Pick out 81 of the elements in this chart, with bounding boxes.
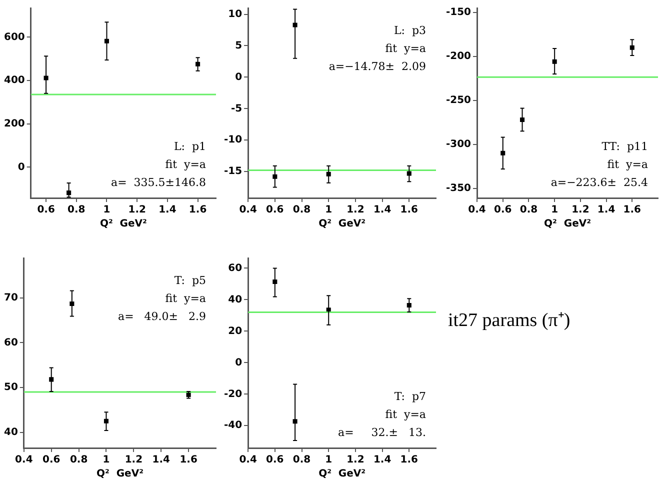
x-tick-label: 0.8 — [520, 204, 538, 216]
y-tick-label: -20 — [224, 388, 242, 400]
x-tick-label: 0.8 — [68, 204, 86, 216]
x-axis-title: Q² GeV² — [96, 468, 144, 480]
x-tick-label: 1.4 — [158, 204, 176, 216]
y-tick-label: -40 — [224, 420, 242, 432]
annotation: fit y=a — [607, 158, 648, 171]
x-axis-title: Q² GeV² — [318, 468, 366, 480]
annotation: T: p7 — [394, 390, 426, 403]
y-tick-label: -15 — [224, 166, 242, 178]
x-tick-label: 1.2 — [346, 204, 364, 216]
x-tick-label: 1.6 — [180, 454, 198, 466]
x-tick-label: 0.6 — [494, 204, 512, 216]
annotation: L: p1 — [174, 140, 206, 153]
y-tick-label: 50 — [4, 382, 18, 394]
x-axis-title: Q² GeV² — [100, 218, 147, 230]
annotation: a= 49.0± 2.9 — [118, 310, 206, 323]
y-tick-label: -5 — [230, 103, 242, 114]
x-tick-label: 0.8 — [70, 454, 88, 466]
x-tick-label: 1.4 — [597, 204, 616, 216]
x-tick-label: 0.6 — [266, 454, 284, 466]
x-tick-label: 1.2 — [346, 454, 364, 466]
annotation: T: p5 — [174, 274, 206, 287]
point — [292, 22, 298, 28]
y-tick-label: -10 — [224, 134, 242, 146]
x-tick-label: 0.8 — [292, 454, 311, 466]
x-tick-label: 1.2 — [124, 454, 143, 466]
y-tick-label: 60 — [228, 262, 242, 274]
x-tick-label: 0.4 — [239, 454, 257, 466]
x-tick-label: 0.6 — [42, 454, 60, 466]
x-tick-label: 1.4 — [373, 204, 392, 216]
y-tick-label: 40 — [228, 294, 242, 306]
text: it27 params (π⁺) — [448, 309, 570, 332]
y-tick-label: 600 — [4, 32, 25, 43]
x-tick-label: 0.4 — [468, 204, 486, 216]
y-tick-label: 20 — [228, 326, 242, 337]
x-tick-label: 0.6 — [37, 204, 55, 216]
y-tick-label: 70 — [4, 292, 18, 304]
y-tick-label: 0 — [235, 357, 242, 368]
x-tick-label: 1 — [325, 454, 332, 466]
annotation: a= 335.5±146.8 — [111, 176, 206, 189]
x-tick-label: 1.4 — [373, 454, 392, 466]
y-tick-label: -300 — [446, 138, 472, 150]
y-tick-label: 200 — [4, 118, 25, 130]
y-tick-label: 5 — [235, 40, 242, 52]
x-tick-label: 1.2 — [572, 204, 590, 216]
y-tick-label: 60 — [4, 337, 18, 348]
x-tick-label: 0.4 — [15, 454, 33, 466]
x-tick-label: 1.2 — [128, 204, 146, 216]
annotation: fit y=a — [385, 42, 426, 55]
x-tick-label: 1 — [551, 204, 558, 216]
y-tick-label: -350 — [446, 182, 472, 194]
y-tick-label: 40 — [4, 426, 18, 438]
y-tick-label: -250 — [446, 94, 472, 106]
annotation: L: p3 — [394, 24, 426, 37]
annotation: TT: p11 — [602, 140, 648, 153]
y-tick-label: 400 — [4, 75, 25, 86]
x-axis-title: Q² GeV² — [544, 218, 591, 230]
x-tick-label: 0.8 — [292, 204, 311, 216]
y-tick-label: 0 — [18, 162, 25, 173]
y-tick-label: -200 — [446, 50, 472, 62]
annotation: fit y=a — [385, 408, 426, 421]
y-tick-label: -150 — [446, 6, 472, 18]
annotation: a= 32.± 13. — [338, 426, 426, 439]
y-tick-label: 10 — [228, 8, 242, 20]
annotation: a=−14.78± 2.09 — [328, 60, 426, 73]
x-tick-label: 1 — [103, 204, 110, 216]
annotation: a=−223.6± 25.4 — [550, 176, 648, 189]
x-tick-label: 1.4 — [152, 454, 170, 466]
x-tick-label: 1.6 — [188, 204, 207, 216]
annotation: fit y=a — [165, 158, 206, 171]
x-tick-label: 0.6 — [266, 204, 284, 216]
x-tick-label: 1 — [102, 454, 110, 466]
annotation: fit y=a — [165, 292, 206, 305]
x-axis-title: Q² GeV² — [318, 218, 366, 230]
x-tick-label: 1.6 — [623, 204, 642, 216]
x-tick-label: 1.6 — [400, 454, 418, 466]
x-tick-label: 1.6 — [400, 204, 418, 216]
x-tick-label: 0.4 — [239, 204, 257, 216]
x-tick-label: 1 — [325, 204, 332, 216]
y-tick-label: 0 — [235, 72, 242, 83]
